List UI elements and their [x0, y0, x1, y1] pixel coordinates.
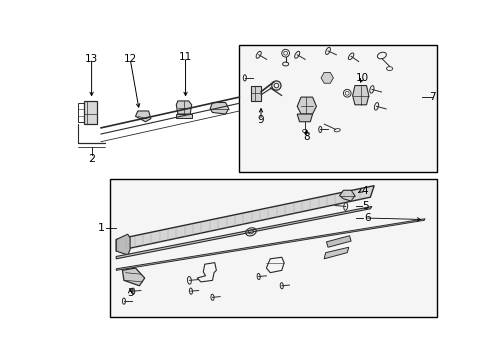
Text: 3: 3 — [126, 288, 133, 298]
Polygon shape — [321, 72, 333, 83]
Polygon shape — [84, 101, 97, 124]
Polygon shape — [116, 234, 130, 255]
Polygon shape — [324, 247, 348, 259]
Text: 13: 13 — [85, 54, 98, 64]
Polygon shape — [116, 219, 424, 270]
Text: 7: 7 — [428, 92, 435, 102]
Text: 6: 6 — [364, 213, 370, 223]
Polygon shape — [210, 103, 228, 114]
Text: 4: 4 — [360, 186, 367, 196]
Text: 12: 12 — [123, 54, 137, 64]
Polygon shape — [116, 186, 373, 251]
Text: 9: 9 — [257, 115, 264, 125]
Polygon shape — [339, 190, 354, 201]
Polygon shape — [176, 101, 191, 114]
Text: 1: 1 — [98, 223, 104, 233]
Text: 8: 8 — [303, 132, 309, 142]
Bar — [239, 45, 436, 172]
Polygon shape — [122, 268, 144, 286]
Polygon shape — [326, 236, 350, 247]
Polygon shape — [135, 111, 151, 122]
Polygon shape — [297, 114, 312, 122]
Polygon shape — [250, 86, 261, 101]
Text: 2: 2 — [88, 154, 95, 164]
Text: 5: 5 — [362, 202, 368, 211]
Polygon shape — [116, 206, 371, 259]
Polygon shape — [176, 114, 191, 118]
Polygon shape — [297, 97, 316, 114]
Bar — [110, 180, 436, 316]
Text: 11: 11 — [179, 52, 192, 62]
Text: 10: 10 — [355, 73, 368, 83]
Polygon shape — [352, 86, 368, 105]
